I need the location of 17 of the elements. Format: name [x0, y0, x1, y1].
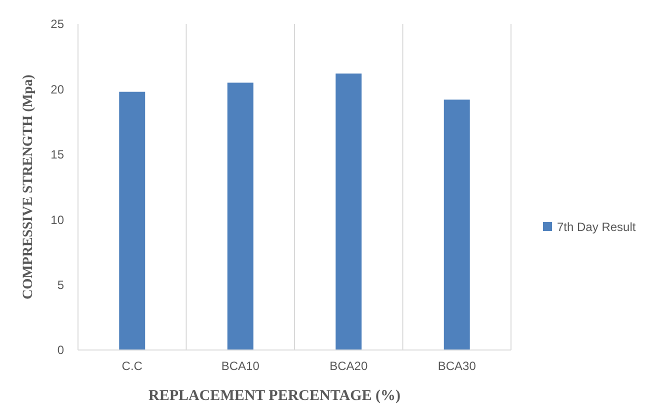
y-tick-label: 0 [57, 343, 64, 358]
bar [336, 74, 362, 350]
y-tick-label: 10 [50, 212, 64, 227]
x-tick-label: BCA20 [330, 359, 368, 373]
y-axis-title: COMPRESSIVE STRENGTH (Mpa) [21, 74, 36, 300]
y-tick-label: 15 [50, 148, 64, 162]
y-tick-label: 20 [50, 82, 64, 96]
x-axis-title: REPLACEMENT PERCENTAGE (%) [148, 388, 400, 404]
bar [227, 82, 254, 350]
bar [444, 100, 470, 350]
y-tick-label: 25 [50, 17, 64, 32]
x-tick-label: BCA30 [438, 359, 476, 373]
bar [119, 92, 146, 350]
y-tick-label: 5 [57, 278, 64, 292]
x-tick-label: BCA10 [221, 359, 260, 373]
x-tick-label: C.C [122, 359, 143, 373]
legend-label: 7th Day Result [557, 220, 636, 234]
